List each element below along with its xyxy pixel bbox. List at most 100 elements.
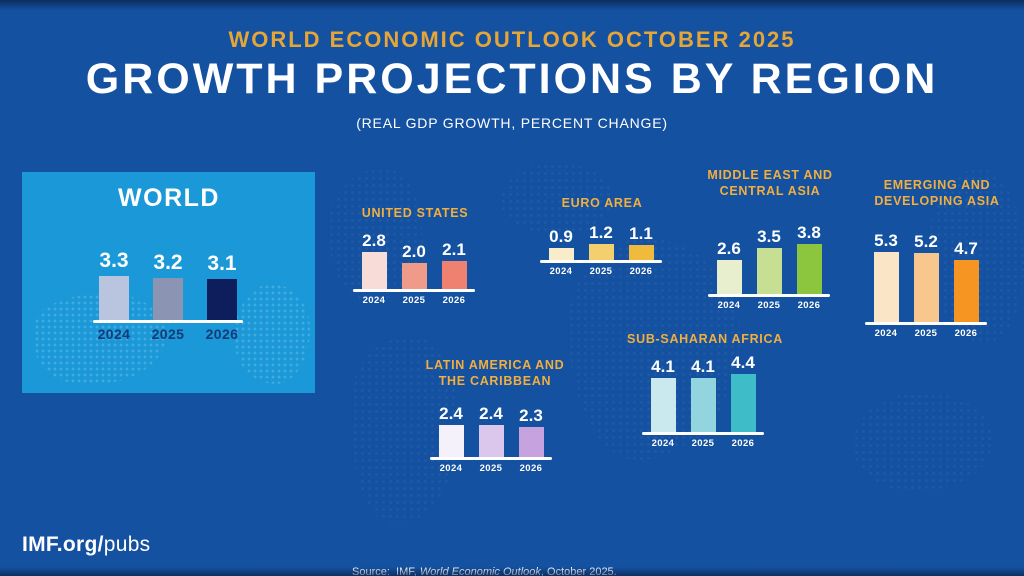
bar-value-label: 2.8 <box>362 231 386 250</box>
chart-baseline <box>353 289 475 292</box>
bar-group: 4.1 4.1 4.4 <box>643 354 764 432</box>
bar-group: 2.4 2.4 2.3 <box>431 405 552 457</box>
bar-column: 4.1 <box>643 358 683 432</box>
bar-column: 3.8 <box>789 224 829 294</box>
bar-column: 1.1 <box>621 225 661 260</box>
region-chart-emerging-developing-asia: 5.3 5.2 4.7 2024 2025 2026 <box>865 232 987 339</box>
year-label: 2025 <box>589 266 613 277</box>
bar-value-label: 2.4 <box>479 404 503 423</box>
region-title-united-states: UNITED STATES <box>362 206 469 222</box>
region-title-latin-america-caribbean: LATIN AMERICA AND THE CARIBBEAN <box>426 358 565 389</box>
bar-2025 <box>153 278 183 320</box>
bar-column: 2.0 <box>394 243 434 289</box>
bar-value-label: 2.3 <box>519 406 543 425</box>
bar-2026 <box>628 245 654 260</box>
bar-column: 4.7 <box>946 240 986 322</box>
bar-value-label: 3.5 <box>757 227 781 246</box>
region-title-line: DEVELOPING ASIA <box>874 193 1000 208</box>
region-chart-latin-america-caribbean: 2.4 2.4 2.3 2024 2025 2026 <box>430 405 552 474</box>
bar-column: 5.3 <box>866 232 906 322</box>
year-label: 2026 <box>442 295 466 306</box>
bar-column: 3.1 <box>195 253 249 320</box>
region-chart-world: 3.3 3.2 3.1 2024 2025 2026 <box>87 250 249 342</box>
bar-2025 <box>401 263 427 289</box>
imf-brand: IMF.org/pubs <box>22 533 150 557</box>
bar-2026 <box>207 279 237 320</box>
bar-2024 <box>438 425 464 457</box>
bar-column: 3.3 <box>87 250 141 320</box>
bar-2024 <box>716 260 742 294</box>
bar-value-label: 3.2 <box>153 251 183 274</box>
bar-value-label: 2.4 <box>439 404 463 423</box>
bar-column: 5.2 <box>906 233 946 322</box>
bar-value-label: 3.3 <box>99 249 129 272</box>
region-title-line: WORLD <box>118 184 220 212</box>
year-label: 2026 <box>731 438 755 449</box>
year-label: 2024 <box>717 300 741 311</box>
map-continent-europe <box>500 163 612 235</box>
region-title-line: LATIN AMERICA AND <box>425 358 565 372</box>
bar-group: 2.6 3.5 3.8 <box>709 224 830 294</box>
year-axis: 2024 2025 2026 <box>709 300 829 311</box>
bar-column: 2.4 <box>471 405 511 457</box>
chart-baseline <box>642 432 764 435</box>
region-title-line: EURO AREA <box>561 196 643 210</box>
region-title-line: SUB-SAHARAN AFRICA <box>627 332 783 346</box>
bar-2026 <box>953 260 979 322</box>
year-label: 2024 <box>874 328 898 339</box>
bar-2024 <box>873 252 899 322</box>
bar-2024 <box>650 378 676 432</box>
bar-value-label: 1.1 <box>629 224 653 243</box>
bar-value-label: 4.1 <box>651 357 675 376</box>
year-label: 2024 <box>362 295 386 306</box>
bar-2025 <box>690 378 716 432</box>
chart-baseline <box>93 320 243 323</box>
year-label: 2024 <box>439 463 463 474</box>
bar-2024 <box>548 248 574 260</box>
bar-value-label: 2.6 <box>717 239 741 258</box>
region-title-line: THE CARIBBEAN <box>438 373 552 388</box>
bar-2025 <box>756 248 782 294</box>
bar-column: 3.5 <box>749 228 789 294</box>
source-prefix: Source: IMF, <box>352 566 420 576</box>
bar-group: 3.3 3.2 3.1 <box>87 250 249 320</box>
year-label: 2026 <box>519 463 543 474</box>
year-axis: 2024 2025 2026 <box>866 328 986 339</box>
page-subtitle: (REAL GDP GROWTH, PERCENT CHANGE) <box>356 115 668 131</box>
region-title-line: CENTRAL ASIA <box>719 183 821 198</box>
bar-column: 1.2 <box>581 224 621 260</box>
credits: Source: IMF, World Economic Outlook, Oct… <box>352 525 860 576</box>
source-publication: World Economic Outlook <box>419 566 541 576</box>
bar-value-label: 5.3 <box>874 231 898 250</box>
chart-baseline <box>865 322 987 325</box>
bar-column: 2.6 <box>709 240 749 294</box>
bar-value-label: 4.7 <box>954 239 978 258</box>
year-label: 2026 <box>797 300 821 311</box>
year-label: 2026 <box>205 326 239 342</box>
year-label: 2025 <box>914 328 938 339</box>
region-chart-united-states: 2.8 2.0 2.1 2024 2025 2026 <box>353 231 475 306</box>
year-axis: 2024 2025 2026 <box>643 438 763 449</box>
year-label: 2024 <box>97 326 131 342</box>
region-title-euro-area: EURO AREA <box>562 196 643 212</box>
year-axis: 2024 2025 2026 <box>87 326 249 342</box>
bar-group: 5.3 5.2 4.7 <box>866 232 987 322</box>
year-axis: 2024 2025 2026 <box>354 295 474 306</box>
page-title: GROWTH PROJECTIONS BY REGION <box>85 55 939 103</box>
bar-2026 <box>730 374 756 432</box>
region-chart-euro-area: 0.9 1.2 1.1 2024 2025 2026 <box>540 224 662 277</box>
year-label: 2026 <box>629 266 653 277</box>
bar-column: 3.2 <box>141 252 195 320</box>
bar-2025 <box>478 425 504 457</box>
bar-2026 <box>796 244 822 294</box>
region-title-middle-east-central-asia: MIDDLE EAST AND CENTRAL ASIA <box>707 168 832 199</box>
region-title-line: MIDDLE EAST AND <box>707 168 833 182</box>
year-axis: 2024 2025 2026 <box>541 266 661 277</box>
source-line: Source: IMF, World Economic Outlook, Oct… <box>352 563 860 576</box>
bar-value-label: 4.1 <box>691 357 715 376</box>
year-label: 2026 <box>954 328 978 339</box>
region-title-line: UNITED STATES <box>361 206 469 220</box>
bar-value-label: 2.1 <box>442 240 466 259</box>
bar-column: 4.1 <box>683 358 723 432</box>
